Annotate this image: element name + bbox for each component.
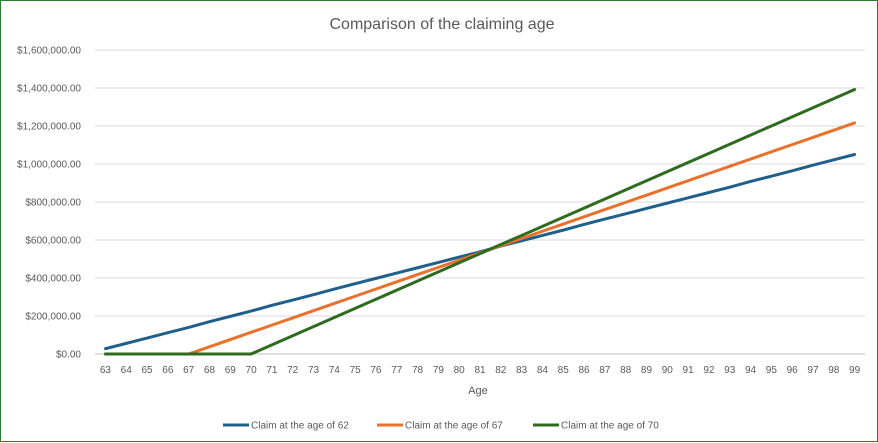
x-tick-label: 87 — [599, 365, 611, 376]
x-tick-label: 64 — [121, 365, 133, 376]
x-tick-label: 68 — [204, 365, 216, 376]
legend-label-3: Claim at the age of 70 — [561, 421, 659, 432]
x-tick-label: 88 — [620, 365, 632, 376]
x-tick-label: 73 — [308, 365, 320, 376]
x-tick-label: 77 — [391, 365, 403, 376]
y-tick-label: $0.00 — [56, 350, 81, 361]
x-tick-label: 92 — [703, 365, 715, 376]
x-tick-label: 90 — [662, 365, 674, 376]
legend-label-2: Claim at the age of 67 — [405, 421, 503, 432]
x-tick-label: 86 — [578, 365, 590, 376]
x-tick-label: 95 — [766, 365, 778, 376]
x-tick-label: 78 — [412, 365, 424, 376]
y-tick-label: $1,200,000.00 — [17, 122, 81, 133]
x-tick-label: 70 — [246, 365, 258, 376]
y-tick-label: $1,600,000.00 — [17, 46, 81, 57]
x-tick-label: 67 — [183, 365, 195, 376]
y-tick-labels: $0.00 $200,000.00 $400,000.00 $600,000.00 $8… — [17, 46, 81, 361]
y-tick-label: $1,000,000.00 — [17, 160, 81, 171]
chart-title: Comparison of the claiming age — [329, 16, 554, 33]
series-lines — [103, 88, 857, 356]
x-tick-label: 89 — [641, 365, 653, 376]
x-tick-label: 79 — [433, 365, 445, 376]
y-tick-label: $600,000.00 — [25, 236, 81, 247]
x-tick-label: 63 — [100, 365, 112, 376]
x-tick-label: 85 — [558, 365, 570, 376]
y-tick-label: $800,000.00 — [25, 198, 81, 209]
x-tick-label: 97 — [807, 365, 819, 376]
x-tick-label: 99 — [849, 365, 861, 376]
series-line-3 — [103, 88, 857, 356]
x-axis-title: Age — [468, 385, 488, 397]
x-tick-label: 80 — [454, 365, 466, 376]
legend: Claim at the age of 62 Claim at the age o… — [223, 421, 659, 432]
x-tick-label: 75 — [350, 365, 362, 376]
x-tick-label: 65 — [141, 365, 153, 376]
x-tick-label: 81 — [474, 365, 486, 376]
x-tick-label: 71 — [266, 365, 278, 376]
x-tick-label: 98 — [828, 365, 840, 376]
x-tick-label: 74 — [329, 365, 341, 376]
x-tick-label: 82 — [495, 365, 507, 376]
x-tick-label: 93 — [724, 365, 736, 376]
x-tick-label: 66 — [162, 365, 174, 376]
x-tick-label: 76 — [370, 365, 382, 376]
x-tick-label: 72 — [287, 365, 299, 376]
x-tick-label: 91 — [683, 365, 695, 376]
x-tick-label: 84 — [537, 365, 549, 376]
y-tick-label: $200,000.00 — [25, 312, 81, 323]
x-tick-label: 96 — [787, 365, 799, 376]
legend-label-1: Claim at the age of 62 — [251, 421, 349, 432]
x-tick-label: 83 — [516, 365, 528, 376]
x-tick-labels: 63 64 65 66 67 68 69 70 71 72 73 74 75 76 77 78 79 80 81 82… — [100, 365, 861, 376]
x-tick-label: 94 — [745, 365, 757, 376]
gridlines — [95, 49, 865, 355]
y-tick-label: $1,400,000.00 — [17, 84, 81, 95]
y-tick-label: $400,000.00 — [25, 274, 81, 285]
x-tick-label: 69 — [225, 365, 237, 376]
